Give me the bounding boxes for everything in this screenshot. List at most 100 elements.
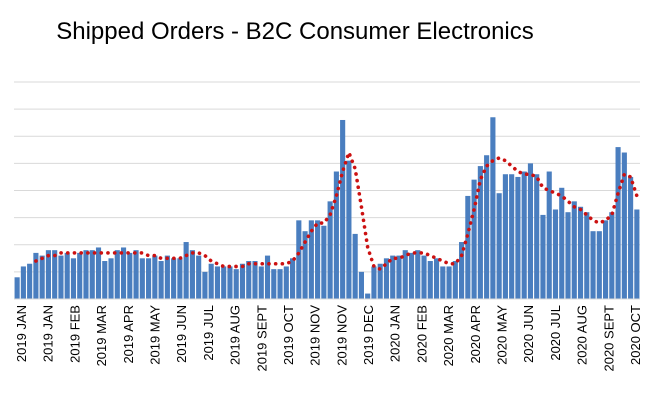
bar: [377, 263, 383, 299]
bar: [14, 277, 20, 299]
bar: [477, 166, 483, 299]
bar: [490, 117, 496, 299]
gridlines: [14, 81, 640, 273]
bar: [552, 209, 559, 299]
trend-line: [34, 147, 639, 272]
bar: [440, 266, 446, 299]
x-tick-label: 2020 JAN: [388, 305, 403, 362]
x-tick-label: 2019 JAN: [41, 305, 56, 362]
bar: [459, 242, 465, 299]
bar: [89, 250, 95, 299]
bar: [565, 212, 571, 299]
bar: [471, 179, 477, 299]
bar: [264, 255, 271, 299]
bar: [634, 209, 640, 299]
bar-series: [14, 117, 640, 300]
bar: [584, 212, 590, 299]
bar: [302, 231, 308, 299]
x-tick-label: 2019 MAR: [94, 305, 109, 366]
bar: [196, 255, 202, 299]
x-tick-label: 2020 OCT: [628, 305, 643, 365]
bar: [577, 206, 584, 299]
bar: [102, 261, 108, 299]
bar: [415, 250, 421, 299]
bar: [252, 261, 258, 299]
bar: [70, 258, 77, 299]
bar: [208, 263, 214, 299]
x-tick-label: 2019 SEPT: [254, 305, 269, 372]
bar: [139, 258, 145, 299]
bar: [296, 220, 302, 299]
bar: [609, 212, 615, 299]
x-tick-label: 2020 AUG: [575, 305, 590, 365]
bar: [20, 266, 26, 299]
chart-title: Shipped Orders - B2C Consumer Electronic…: [56, 18, 534, 45]
x-tick-label: 2019 OCT: [281, 305, 296, 365]
bar: [340, 119, 346, 299]
bar: [202, 271, 208, 300]
bar: [83, 250, 89, 299]
bar: [108, 258, 114, 299]
bar: [590, 231, 596, 299]
x-tick-label: 2019 NOV: [334, 305, 349, 366]
x-tick-label: 2019 FEB: [67, 305, 82, 363]
bar: [371, 266, 377, 299]
bar: [120, 247, 127, 299]
x-tick-label: 2020 MAR: [441, 305, 456, 366]
bar: [177, 258, 183, 299]
bar: [540, 214, 546, 299]
bar: [58, 255, 64, 299]
bar: [484, 155, 490, 299]
bar: [239, 263, 246, 299]
bar: [258, 266, 264, 299]
x-tick-label: 2019 JUN: [174, 305, 189, 363]
bar: [546, 171, 552, 299]
bar: [527, 163, 534, 300]
bar: [45, 250, 51, 299]
bar: [277, 269, 283, 299]
bar: [496, 193, 502, 299]
bar: [152, 255, 158, 299]
bar: [559, 187, 565, 299]
bar: [534, 174, 540, 299]
bar: [183, 242, 189, 299]
bar: [346, 160, 352, 299]
bar: [271, 269, 277, 299]
bar: [290, 258, 296, 299]
bar: [308, 220, 314, 299]
x-tick-label: 2019 DEC: [361, 305, 376, 365]
bar: [615, 147, 621, 299]
bar: [52, 250, 58, 299]
bar: [396, 255, 402, 299]
bar: [352, 233, 358, 299]
bar: [571, 201, 577, 299]
bar: [189, 250, 195, 299]
bar: [283, 266, 289, 299]
x-tick-label: 2020 APR: [468, 305, 483, 364]
bar: [171, 258, 177, 299]
bar: [233, 269, 239, 299]
bar: [114, 250, 120, 299]
bar: [315, 220, 321, 299]
x-tick-label: 2019 APR: [121, 305, 136, 364]
bar: [515, 176, 521, 299]
x-tick-label: 2020 SEPT: [601, 305, 616, 372]
x-tick-label: 2020 FEB: [414, 305, 429, 363]
bar: [502, 174, 508, 299]
x-tick-label: 2020 MAY: [495, 305, 510, 365]
bar: [333, 171, 339, 299]
bar: [596, 231, 602, 299]
bar: [39, 255, 45, 299]
x-tick-label: 2019 JAN: [14, 305, 29, 362]
bar: [327, 201, 333, 299]
bar: [221, 266, 227, 299]
bar: [77, 252, 83, 299]
bar: [628, 176, 634, 299]
bar: [408, 252, 415, 299]
bar: [421, 255, 427, 299]
x-tick-label: 2019 MAY: [148, 305, 163, 365]
bar: [433, 258, 440, 299]
bar: [64, 252, 70, 299]
x-axis-tick-labels: 2019 JAN 2019 JAN 2019 FEB 2019 MAR 2019 APR…: [14, 305, 643, 372]
